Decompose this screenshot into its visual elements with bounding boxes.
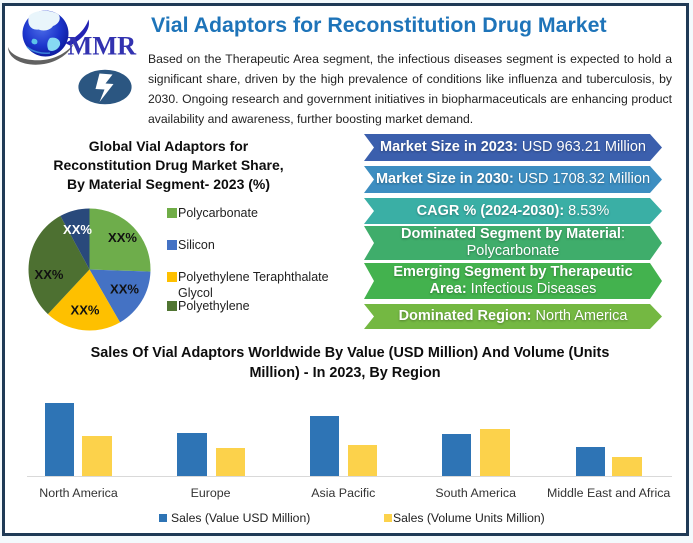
- svg-text:XX%: XX%: [63, 222, 92, 237]
- svg-text:XX%: XX%: [108, 230, 137, 245]
- svg-text:XX%: XX%: [71, 303, 100, 318]
- svg-text:XX%: XX%: [110, 282, 139, 297]
- svg-text:MMR: MMR: [68, 32, 138, 61]
- svg-text:XX%: XX%: [35, 267, 64, 282]
